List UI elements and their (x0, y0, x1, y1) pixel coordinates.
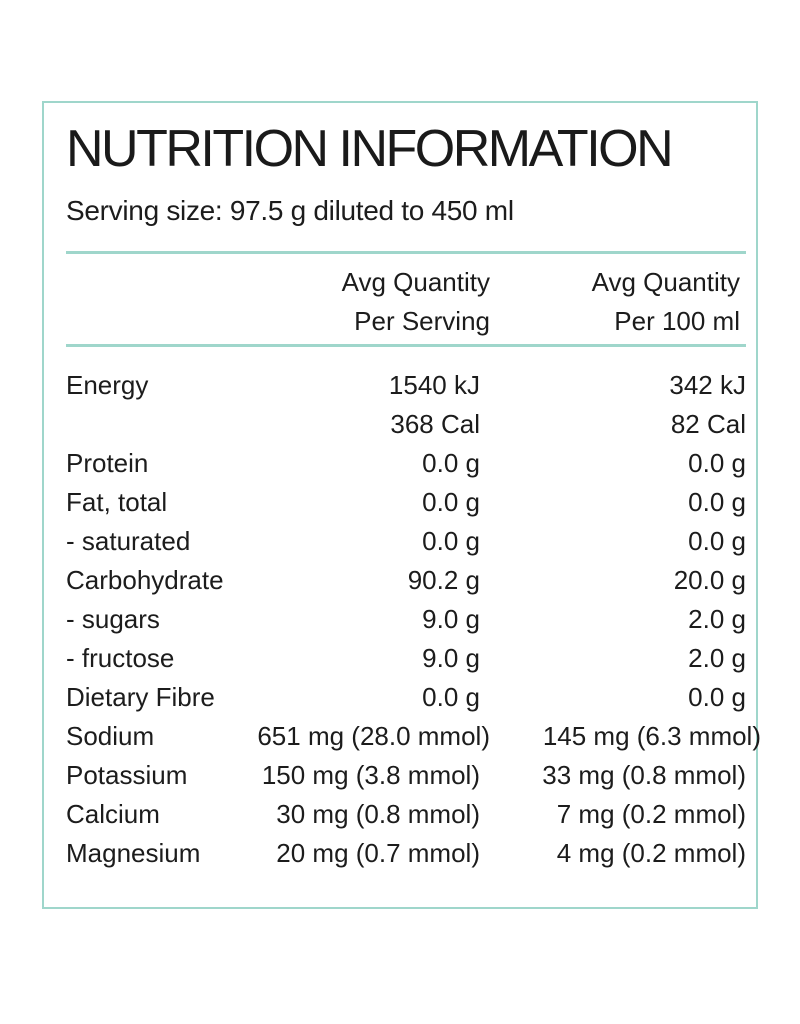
per-serving-value: 9.0 g (422, 643, 480, 673)
table-row: Dietary Fibre 0.0 g 0.0 g (66, 681, 756, 720)
table-row: - sugars 9.0 g 2.0 g (66, 603, 756, 642)
table-row: Sodium 651 mg (28.0 mmol) 145 mg (6.3 mm… (66, 720, 761, 759)
per-serving-value: 30 mg (0.8 mmol) (276, 799, 480, 829)
per-100ml-value: 0.0 g (688, 526, 746, 556)
table-row: Fat, total 0.0 g 0.0 g (66, 486, 756, 525)
per-100ml-value: 0.0 g (688, 448, 746, 478)
table-row: - fructose 9.0 g 2.0 g (66, 642, 756, 681)
nutrient-name: Calcium (66, 799, 160, 829)
nutrient-name: Protein (66, 448, 149, 478)
per-100ml-value: 0.0 g (688, 487, 746, 517)
per-serving-value: 0.0 g (422, 448, 480, 478)
table-row: Calcium 30 mg (0.8 mmol) 7 mg (0.2 mmol) (66, 798, 756, 837)
per-100ml-value: 33 mg (0.8 mmol) (542, 760, 746, 790)
table-row: Protein 0.0 g 0.0 g (66, 447, 756, 486)
table-row: 368 Cal 82 Cal (66, 408, 756, 447)
nutrient-name: Dietary Fibre (66, 682, 215, 712)
column-header-line: Avg Quantity (591, 267, 740, 297)
table-row: Magnesium 20 mg (0.7 mmol) 4 mg (0.2 mmo… (66, 837, 756, 876)
per-100ml-value: 0.0 g (688, 682, 746, 712)
column-header-line: Per Serving (354, 306, 490, 336)
per-serving-value: 0.0 g (422, 526, 480, 556)
nutrient-name: Energy (66, 370, 149, 400)
per-serving-value: 1540 kJ (388, 370, 480, 400)
table-row: Energy 1540 kJ 342 kJ (66, 369, 756, 408)
per-serving-value: 0.0 g (422, 682, 480, 712)
column-header-per-100ml: Avg Quantity Per 100 ml (592, 263, 740, 341)
divider-header (66, 344, 746, 347)
nutrient-name: Carbohydrate (66, 565, 224, 595)
per-100ml-value: 4 mg (0.2 mmol) (556, 838, 746, 868)
serving-size: Serving size: 97.5 g diluted to 450 ml (66, 195, 514, 226)
per-serving-value: 0.0 g (422, 487, 480, 517)
nutrient-name: - fructose (66, 643, 175, 673)
per-100ml-value: 342 kJ (669, 370, 746, 400)
per-100ml-value: 145 mg (6.3 mmol) (542, 721, 761, 751)
nutrition-panel: NUTRITION INFORMATION Serving size: 97.5… (42, 101, 761, 909)
per-100ml-value: 7 mg (0.2 mmol) (556, 799, 746, 829)
column-header-line: Per 100 ml (614, 306, 740, 336)
per-serving-value: 9.0 g (422, 604, 480, 634)
nutrient-name: - sugars (66, 604, 160, 634)
nutrient-name: Fat, total (66, 487, 168, 517)
per-100ml-value: 82 Cal (670, 409, 746, 439)
nutrient-name: Potassium (66, 760, 188, 790)
nutrient-name: Magnesium (66, 838, 201, 868)
per-serving-value: 651 mg (28.0 mmol) (257, 721, 490, 751)
per-100ml-value: 2.0 g (688, 643, 746, 673)
per-serving-value: 150 mg (3.8 mmol) (261, 760, 480, 790)
nutrient-name: - saturated (66, 526, 191, 556)
table-row: Carbohydrate 90.2 g 20.0 g (66, 564, 756, 603)
column-header-per-serving: Avg Quantity Per Serving (342, 263, 490, 341)
nutrient-table: Energy 1540 kJ 342 kJ 368 Cal 82 Cal Pro… (66, 369, 761, 876)
per-serving-value: 368 Cal (390, 409, 480, 439)
per-serving-value: 20 mg (0.7 mmol) (276, 838, 480, 868)
per-100ml-value: 2.0 g (688, 604, 746, 634)
nutrient-name: Sodium (66, 721, 155, 751)
column-header-line: Avg Quantity (341, 267, 490, 297)
panel-title: NUTRITION INFORMATION (66, 120, 674, 178)
divider-top (66, 251, 746, 254)
per-100ml-value: 20.0 g (673, 565, 746, 595)
per-serving-value: 90.2 g (407, 565, 480, 595)
table-row: - saturated 0.0 g 0.0 g (66, 525, 756, 564)
table-row: Potassium 150 mg (3.8 mmol) 33 mg (0.8 m… (66, 759, 756, 798)
